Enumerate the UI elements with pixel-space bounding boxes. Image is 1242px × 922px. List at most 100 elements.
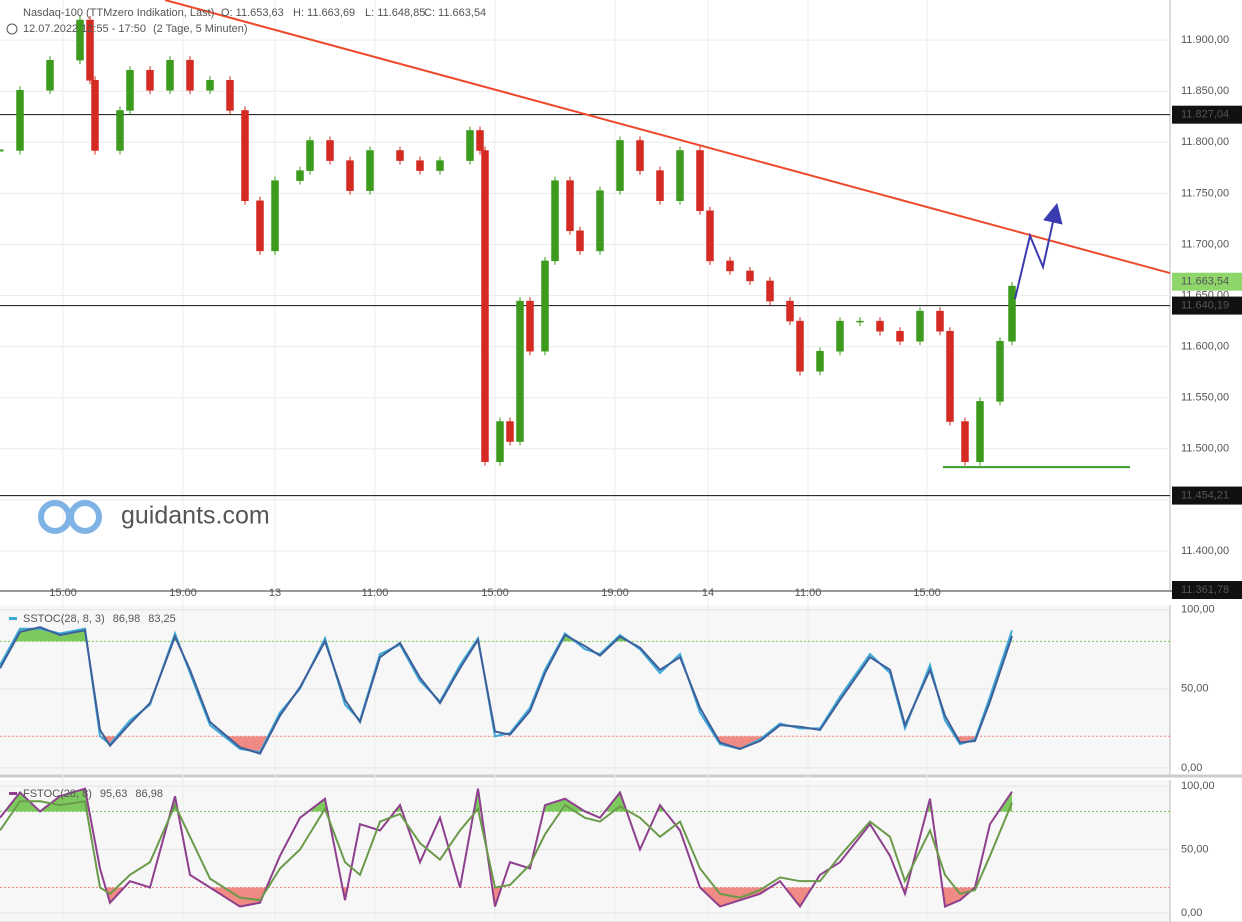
candle (896, 330, 904, 342)
candle (616, 140, 624, 191)
legend-swatch (9, 792, 17, 795)
level-box (1172, 296, 1242, 315)
last-price-box (1172, 272, 1242, 291)
y-tick-label: 11.400,00 (1181, 545, 1229, 557)
candle (241, 110, 249, 201)
candle (1008, 285, 1016, 342)
candle (596, 190, 604, 252)
y-tick-label: 50,00 (1181, 683, 1209, 695)
ohlc-label: L: 11.648,85 (365, 7, 425, 19)
candle (506, 421, 514, 442)
candle (306, 140, 314, 171)
y-tick-label: 11.750,00 (1181, 187, 1229, 199)
x-tick-label: 15:00 (481, 587, 509, 599)
panel-bg (0, 605, 1170, 775)
candle (961, 421, 969, 462)
candle (551, 180, 559, 262)
x-tick-label: 13 (269, 587, 281, 599)
symbol-title: Nasdaq-100 (TTMzero Indikation, Last) (23, 7, 214, 19)
candle (256, 200, 264, 252)
candle (346, 160, 354, 191)
x-tick-label: 19:00 (601, 587, 629, 599)
watermark: guidants.com (121, 502, 270, 530)
candle (146, 70, 154, 91)
indicator-value: 95,63 (100, 788, 128, 800)
candle (46, 59, 54, 91)
trend-line (164, 0, 1171, 275)
y-tick-label: 100,00 (1181, 780, 1215, 792)
candle (436, 160, 444, 171)
candle (271, 180, 279, 252)
candle (996, 340, 1004, 402)
level-label: 11.454,21 (1181, 489, 1229, 501)
candle (396, 150, 404, 161)
candle (76, 19, 84, 61)
ohlc-label: H: 11.663,69 (293, 7, 355, 19)
candle (746, 270, 754, 282)
level-box (1172, 486, 1242, 505)
candle (566, 180, 574, 232)
candle (366, 150, 374, 191)
candle (166, 59, 174, 91)
level-box (1172, 105, 1242, 124)
candle (676, 150, 684, 201)
candle (656, 170, 664, 201)
candle (416, 160, 424, 171)
candle (186, 59, 194, 91)
x-tick-label: 15:00 (49, 587, 77, 599)
candle (936, 310, 944, 332)
indicator-line (0, 626, 1013, 755)
forecast-arrow (1014, 202, 1063, 300)
indicator-label: FSTOC(28, 8) (23, 788, 92, 800)
candle (16, 90, 24, 151)
axis-end-label: 11.361,78 (1181, 584, 1229, 596)
candle (786, 300, 794, 322)
oversold-fill (105, 887, 975, 907)
panel-bg (0, 780, 1170, 922)
candle (636, 140, 644, 171)
y-tick-label: 50,00 (1181, 843, 1209, 855)
candle (916, 310, 924, 342)
indicator-value: 86,98 (135, 788, 163, 800)
candle (976, 401, 984, 462)
axis-end-box (1172, 581, 1242, 599)
indicator-line (0, 787, 1013, 909)
candle (796, 320, 804, 372)
candle (816, 350, 824, 372)
candle (726, 260, 734, 272)
indicator-value: 86,98 (113, 613, 141, 625)
ohlc-label: O: 11.653,63 (221, 7, 284, 19)
y-tick-label: 11.700,00 (1181, 238, 1229, 250)
candle (116, 110, 124, 151)
date-range: 12.07.2022 12:55 - 17:50 (23, 23, 146, 35)
candle (526, 300, 534, 352)
y-tick-label: 11.850,00 (1181, 85, 1229, 97)
indicator-value: 83,25 (148, 613, 176, 625)
x-tick-label: 14 (702, 587, 714, 599)
candle (476, 130, 484, 151)
y-tick-label: 11.800,00 (1181, 136, 1229, 148)
candle (946, 330, 954, 422)
y-tick-label: 11.900,00 (1181, 34, 1229, 46)
candle (466, 130, 474, 161)
candle (836, 320, 844, 352)
y-tick-label: 11.550,00 (1181, 392, 1229, 404)
candle (226, 80, 234, 111)
candle (766, 280, 774, 302)
candle (126, 70, 134, 111)
candle (516, 300, 524, 442)
logo (68, 500, 102, 534)
clock-icon (6, 23, 18, 35)
y-tick-label: 11.600,00 (1181, 341, 1229, 353)
candle (856, 320, 864, 323)
candle (326, 140, 334, 161)
candle (481, 150, 489, 462)
candle (86, 19, 94, 81)
indicator-label: SSTOC(28, 8, 3) (23, 613, 105, 625)
candle (296, 170, 304, 181)
candle (576, 230, 584, 252)
oversold-fill (0, 736, 1012, 753)
x-tick-label: 11:00 (362, 587, 389, 599)
y-tick-label: 11.500,00 (1181, 443, 1229, 455)
